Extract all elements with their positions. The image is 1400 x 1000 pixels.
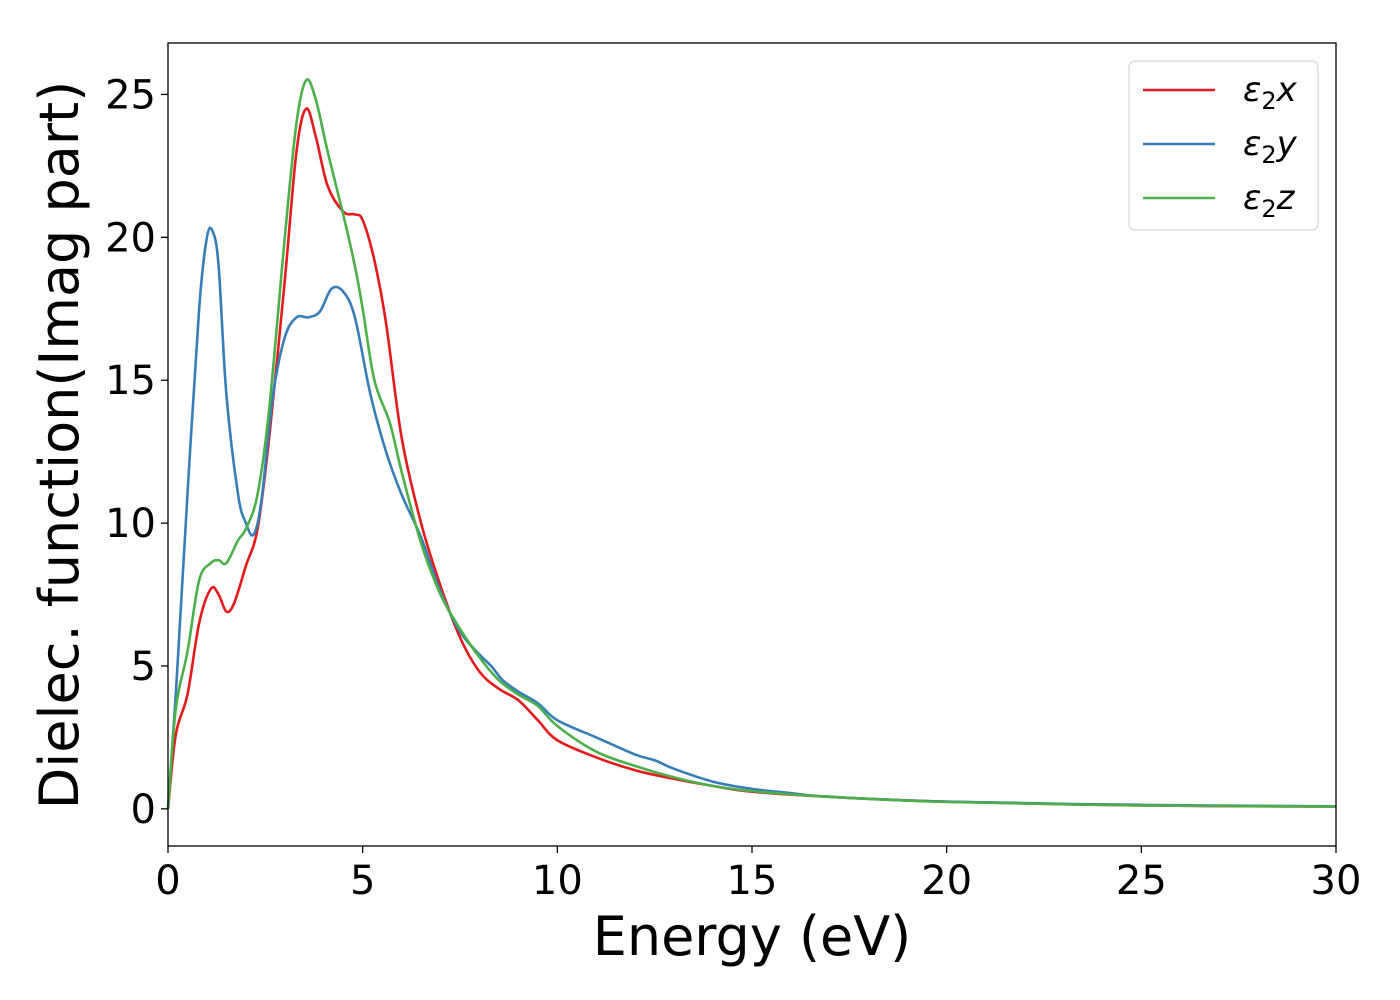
legend-box — [1128, 60, 1319, 231]
legend-label-y: ε2y — [1243, 124, 1298, 169]
y-tick-label: 5 — [131, 644, 156, 690]
y-tick-label: 25 — [105, 72, 156, 118]
x-tick-label: 10 — [532, 858, 583, 904]
x-tick-label: 25 — [1116, 858, 1167, 904]
y-tick-label: 0 — [131, 787, 156, 833]
legend-label-x: ε2x — [1243, 70, 1298, 115]
y-tick-label: 10 — [105, 501, 156, 547]
legend-label-z: ε2z — [1243, 178, 1296, 223]
x-axis-label: Energy (eV) — [593, 905, 912, 968]
x-axis-ticks: 0 5 10 15 20 25 30 — [155, 846, 1361, 904]
y-axis-label: Dielec. function(Imag part) — [28, 81, 91, 810]
y-tick-label: 20 — [105, 215, 156, 261]
x-tick-label: 0 — [155, 858, 180, 904]
y-tick-label: 15 — [105, 358, 156, 404]
x-tick-label: 15 — [727, 858, 778, 904]
series-layer — [166, 78, 1337, 809]
legend: ε2x ε2y ε2z — [1128, 60, 1319, 231]
x-tick-label: 5 — [350, 858, 375, 904]
series-line-z — [166, 78, 1337, 809]
x-tick-label: 20 — [921, 858, 972, 904]
series-line-y — [166, 226, 1337, 809]
y-axis-ticks: 0 5 10 15 20 25 — [105, 72, 168, 833]
x-tick-label: 30 — [1311, 858, 1362, 904]
